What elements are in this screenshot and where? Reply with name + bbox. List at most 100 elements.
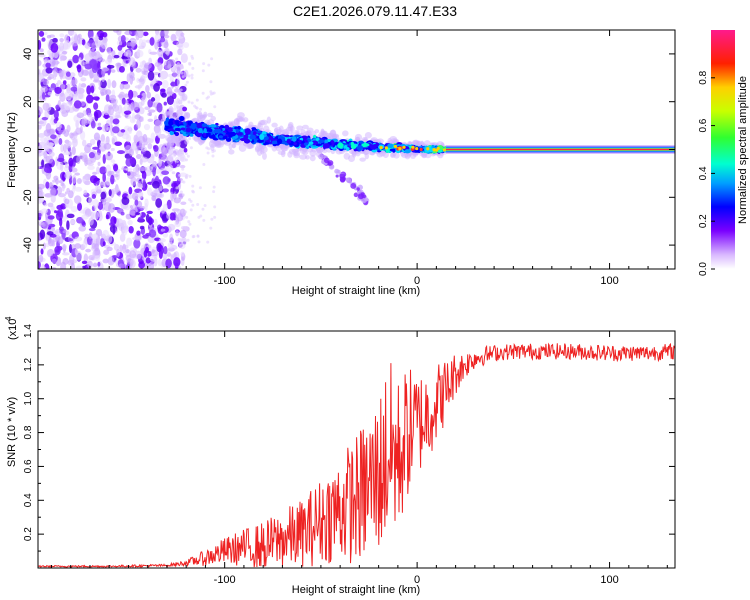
heatmap-signal-cell	[303, 142, 309, 146]
heatmap-noise-blob	[197, 240, 201, 244]
heatmap-noise-blob	[58, 129, 67, 135]
snr-y-tick-label: 1.4	[23, 324, 34, 338]
heatmap-noise-blob	[110, 174, 115, 185]
heatmap-noise-blob	[79, 125, 83, 134]
heatmap-noise-blob	[70, 262, 75, 269]
heatmap-noise-blob	[51, 240, 56, 247]
heatmap-noise-blob	[38, 254, 44, 263]
heatmap-noise-blob	[190, 101, 194, 105]
heatmap-noise-blob	[154, 126, 162, 137]
heatmap-noise-blob	[134, 250, 142, 260]
heatmap-noise-blob	[54, 210, 58, 214]
heatmap-signal-tail	[335, 174, 339, 178]
heatmap-noise-blob	[201, 207, 205, 211]
chart-title: C2E1.2026.079.11.47.E33	[293, 3, 457, 19]
heatmap-noise-blob	[57, 209, 63, 218]
heatmap-noise-blob	[112, 187, 121, 193]
heatmap-signal-halo	[424, 153, 432, 159]
heatmap-noise-blob	[185, 158, 189, 162]
heatmap-signal-tail	[330, 164, 335, 169]
heatmap-noise-blob	[53, 109, 59, 119]
heatmap-noise-blob	[40, 208, 49, 214]
heatmap-noise-blob	[169, 233, 174, 242]
heatmap-noise-blob	[50, 194, 56, 203]
heatmap-signal-halo	[176, 135, 181, 143]
heatmap-noise-blob	[75, 251, 83, 261]
heatmap-noise-blob	[104, 111, 109, 115]
heatmap-noise-blob	[148, 229, 157, 238]
heatmap-noise-blob	[40, 266, 46, 269]
heatmap-noise-blob	[87, 157, 94, 162]
heatmap-noise-blob	[108, 106, 115, 116]
heatmap-noise-blob	[108, 203, 116, 213]
heatmap-noise-blob	[207, 95, 211, 99]
snr-series-line	[38, 342, 675, 568]
heatmap-noise-blob	[191, 189, 195, 193]
heatmap-noise-blob	[178, 243, 186, 249]
heatmap-signal-cell	[235, 128, 240, 134]
heatmap-noise-blob	[176, 41, 184, 48]
heatmap-noise-blob	[207, 63, 211, 67]
heatmap-noise-blob	[49, 52, 54, 59]
heatmap-signal-cell	[174, 127, 181, 131]
heatmap-noise-blob	[191, 66, 195, 70]
heatmap-signal-cell	[218, 135, 224, 139]
heatmap-signal-halo	[247, 124, 253, 130]
heatmap-noise-blob	[64, 90, 73, 101]
heatmap-noise-blob	[158, 238, 166, 243]
heatmap-signal-cell	[286, 138, 292, 144]
heatmap-noise-blob	[83, 118, 89, 126]
heatmap-noise-blob	[183, 96, 187, 100]
heatmap-noise-blob	[38, 199, 42, 204]
heatmap-noise-blob	[207, 147, 211, 151]
snr-scale-exponent: 4	[4, 316, 13, 321]
heatmap-noise-blob	[64, 102, 72, 111]
heatmap-noise-blob	[42, 242, 46, 250]
heatmap-noise-blob	[143, 249, 148, 258]
heatmap-signal-cell	[223, 135, 228, 140]
heatmap-signal-halo	[364, 152, 370, 160]
heatmap-noise-blob	[152, 189, 161, 194]
heatmap-noise-blob	[175, 160, 179, 164]
heatmap-y-tick-label: -40	[22, 237, 34, 253]
heatmap-noise-blob	[89, 138, 96, 146]
heatmap-noise-blob	[128, 57, 136, 67]
heatmap-signal-halo	[389, 152, 396, 158]
snr-y-tick-label: 0.8	[23, 425, 34, 439]
heatmap-signal-halo	[172, 112, 179, 117]
heatmap-noise-blob	[53, 118, 58, 124]
heatmap-noise-blob	[99, 166, 107, 175]
heatmap-noise-blob	[190, 76, 194, 80]
heatmap-noise-blob	[136, 145, 140, 151]
heatmap-noise-blob	[59, 70, 64, 80]
heatmap-noise-blob	[192, 234, 196, 238]
heatmap-noise-blob	[201, 91, 205, 95]
heatmap-noise-blob	[199, 107, 203, 111]
heatmap-signal-halo	[167, 147, 174, 156]
heatmap-noise-blob	[92, 262, 98, 268]
heatmap-noise-blob	[156, 192, 165, 199]
heatmap-noise-blob	[97, 122, 102, 126]
heatmap-signal-tail	[357, 193, 364, 200]
heatmap-signal-peak	[411, 145, 415, 149]
heatmap-signal-peak	[419, 147, 423, 152]
heatmap-signal-cell	[293, 142, 297, 146]
heatmap-signal-cell	[227, 128, 233, 132]
heatmap-noise-blob	[74, 172, 80, 176]
heatmap-noise-blob	[79, 152, 85, 161]
heatmap-noise-blob	[50, 115, 54, 122]
heatmap-signal-cell	[164, 124, 170, 129]
heatmap-noise-blob	[126, 73, 130, 83]
heatmap-signal-halo	[376, 138, 384, 144]
heatmap-noise-blob	[114, 115, 122, 119]
heatmap-noise-blob	[163, 47, 170, 55]
heatmap-noise-blob	[116, 248, 121, 258]
heatmap-noise-blob	[123, 125, 132, 135]
heatmap-noise-blob	[92, 199, 100, 208]
heatmap-noise-blob	[82, 175, 90, 185]
heatmap-noise-blob	[89, 59, 98, 70]
heatmap-noise-blob	[163, 34, 170, 39]
heatmap-noise-blob	[147, 118, 154, 123]
heatmap-noise-blob	[40, 85, 48, 93]
heatmap-noise-blob	[212, 91, 216, 95]
